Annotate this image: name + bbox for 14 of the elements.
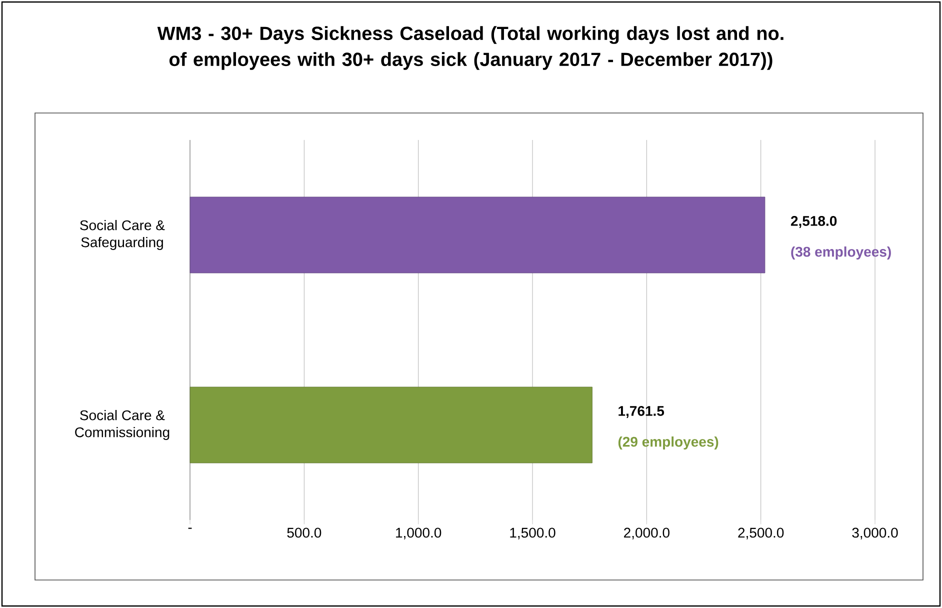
x-tick-label: - [188,528,192,529]
data-label: 2,518.0 [790,216,837,228]
x-tick-label: 1,500.0 [510,528,556,540]
x-tick-label: 2,000.0 [624,528,670,540]
annotation: (29 employees) [618,436,718,450]
y-tick-label: Social Care & Commissioning [75,410,170,440]
x-tick-label: 500.0 [287,528,322,538]
x-tick-label: 2,500.0 [738,528,784,540]
x-tick-label: 3,000.0 [852,528,898,540]
annotation: (38 employees) [791,246,891,260]
x-tick-label: 1,000.0 [396,528,442,540]
data-label: 1,761.5 [618,406,664,418]
chart-title: WM3 - 30+ Days Sickness Caseload (Total working days lost and no. of employees with 30+ days sick (January 2017 - December 2017)) [157,26,784,70]
y-tick-label: Social Care & Safeguarding [80,220,165,250]
